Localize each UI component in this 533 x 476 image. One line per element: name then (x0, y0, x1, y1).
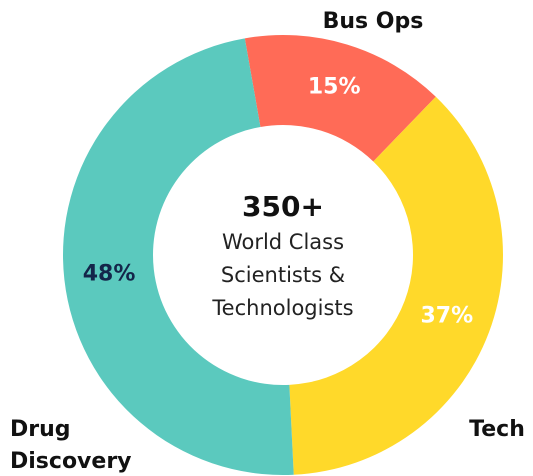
donut-segment (63, 38, 294, 476)
center-headline: 350+ (242, 190, 324, 223)
center-line: Technologists (211, 296, 353, 320)
center-line: Scientists & (221, 263, 345, 287)
center-line: World Class (222, 230, 344, 254)
donut-segment (244, 35, 436, 162)
data-label: 15% (308, 75, 361, 100)
category-label: Tech (469, 417, 525, 442)
donut-segment (289, 96, 503, 475)
donut (63, 35, 503, 476)
data-label: 48% (83, 262, 136, 287)
category-label: Drug Discovery (10, 417, 132, 474)
data-label: 37% (420, 304, 473, 329)
category-label: Bus Ops (323, 9, 424, 34)
